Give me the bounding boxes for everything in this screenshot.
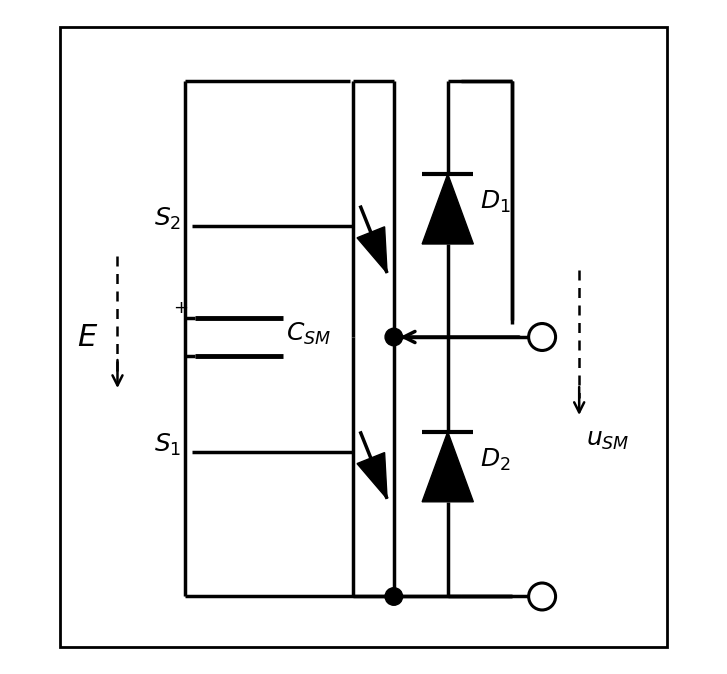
Text: $S_2$: $S_2$ (154, 206, 182, 232)
Circle shape (385, 588, 403, 605)
Polygon shape (422, 432, 473, 501)
Text: $E$: $E$ (76, 322, 97, 352)
Circle shape (385, 328, 403, 346)
Text: $u_{SM}$: $u_{SM}$ (586, 428, 630, 452)
Text: $D_2$: $D_2$ (480, 447, 511, 473)
Polygon shape (357, 452, 387, 499)
Text: $S_1$: $S_1$ (154, 432, 182, 458)
Polygon shape (422, 174, 473, 244)
Polygon shape (357, 226, 387, 273)
Text: $+$: $+$ (172, 299, 188, 317)
Text: $C_{SM}$: $C_{SM}$ (286, 321, 332, 346)
Text: $D_1$: $D_1$ (480, 189, 511, 215)
